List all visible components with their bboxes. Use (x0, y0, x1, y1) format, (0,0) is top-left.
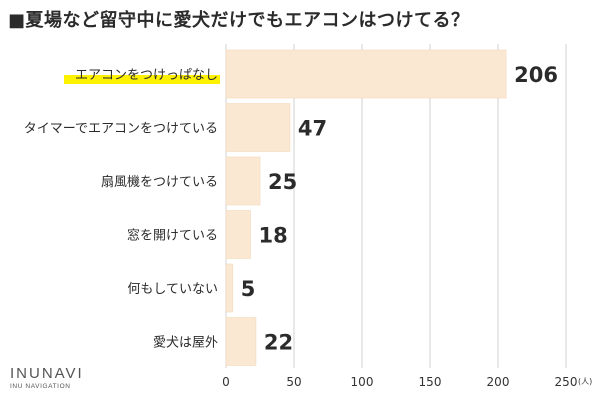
value-label: 5 (241, 277, 256, 301)
logo-text: INUNAVI (10, 365, 84, 382)
category-label: 扇風機をつけている (101, 174, 218, 190)
bar (225, 317, 257, 366)
bar (225, 103, 291, 152)
x-tick-label: 50 (286, 375, 301, 389)
x-tick-label: 200 (487, 375, 510, 389)
bar (225, 263, 234, 313)
x-tick-label: 250 (555, 375, 578, 389)
value-label: 206 (514, 63, 558, 87)
x-unit-label: (人) (578, 377, 592, 386)
x-tick-label: 0 (222, 375, 230, 389)
x-tick-label: 150 (419, 375, 442, 389)
chart-title: ■夏場など留守中に愛犬だけでもエアコンはつけてる？ (8, 10, 470, 31)
category-label: 窓を開けている (127, 228, 218, 244)
category-label: 愛犬は屋外 (153, 336, 218, 351)
value-label: 22 (264, 331, 293, 355)
bar (225, 156, 261, 206)
category-label: タイマーでエアコンをつけている (24, 122, 218, 137)
label-highlight (64, 75, 220, 84)
value-label: 47 (298, 117, 327, 141)
category-label: 何もしていない (127, 281, 218, 297)
inunavi-logo: INUNAVI INU NAVIGATION (10, 366, 84, 391)
category-label: エアコンをつけっぱなし (75, 68, 218, 83)
bar (225, 210, 251, 259)
value-label: 18 (258, 224, 287, 248)
logo-subtext: INU NAVIGATION (10, 383, 71, 390)
x-tick-label: 100 (351, 375, 374, 389)
value-label: 25 (268, 170, 297, 194)
bar (225, 49, 507, 99)
